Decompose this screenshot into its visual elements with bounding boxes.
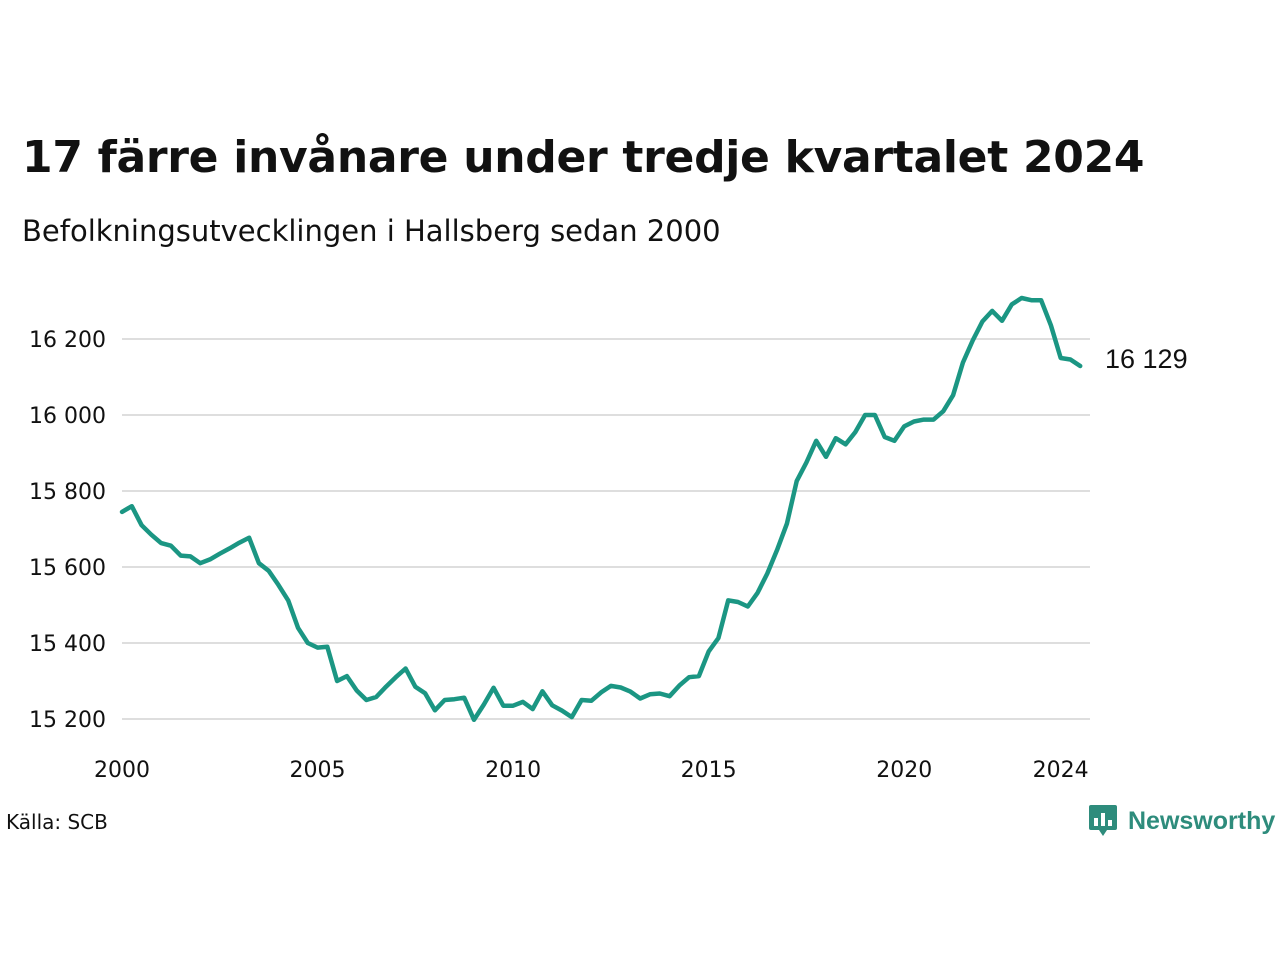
x-tick-label: 2000: [94, 758, 150, 783]
newsworthy-logo-icon: [1089, 805, 1117, 836]
gridlines: [122, 338, 1090, 720]
x-tick-label: 2005: [290, 758, 346, 783]
x-tick-label: 2020: [876, 758, 932, 783]
x-tick-label: 2024: [1033, 758, 1089, 783]
y-tick-label: 16 200: [29, 328, 106, 353]
y-tick-label: 15 200: [29, 708, 106, 733]
population-series-line: [119, 295, 1083, 723]
brand-name: Newsworthy: [1128, 806, 1276, 835]
y-tick-label: 15 600: [29, 556, 106, 581]
x-tick-label: 2015: [681, 758, 737, 783]
latest-value-label: 16 129: [1105, 344, 1188, 374]
y-tick-label: 16 000: [29, 404, 106, 429]
newsworthy-logo: Newsworthy: [1088, 804, 1275, 838]
x-axis-tick-labels: 2000 2005 2010 2015 2020 2024: [94, 758, 1089, 783]
y-axis-tick-labels: 15 200 15 400 15 600 15 800 16 000 16 200: [29, 328, 106, 733]
y-tick-label: 15 800: [29, 480, 106, 505]
chart-subtitle: Befolkningsutvecklingen i Hallsberg seda…: [22, 214, 721, 248]
y-tick-label: 15 400: [29, 632, 106, 657]
x-tick-label: 2010: [485, 758, 541, 783]
chart-title: 17 färre invånare under tredje kvartalet…: [22, 132, 1145, 183]
source-note: Källa: SCB: [6, 810, 108, 834]
